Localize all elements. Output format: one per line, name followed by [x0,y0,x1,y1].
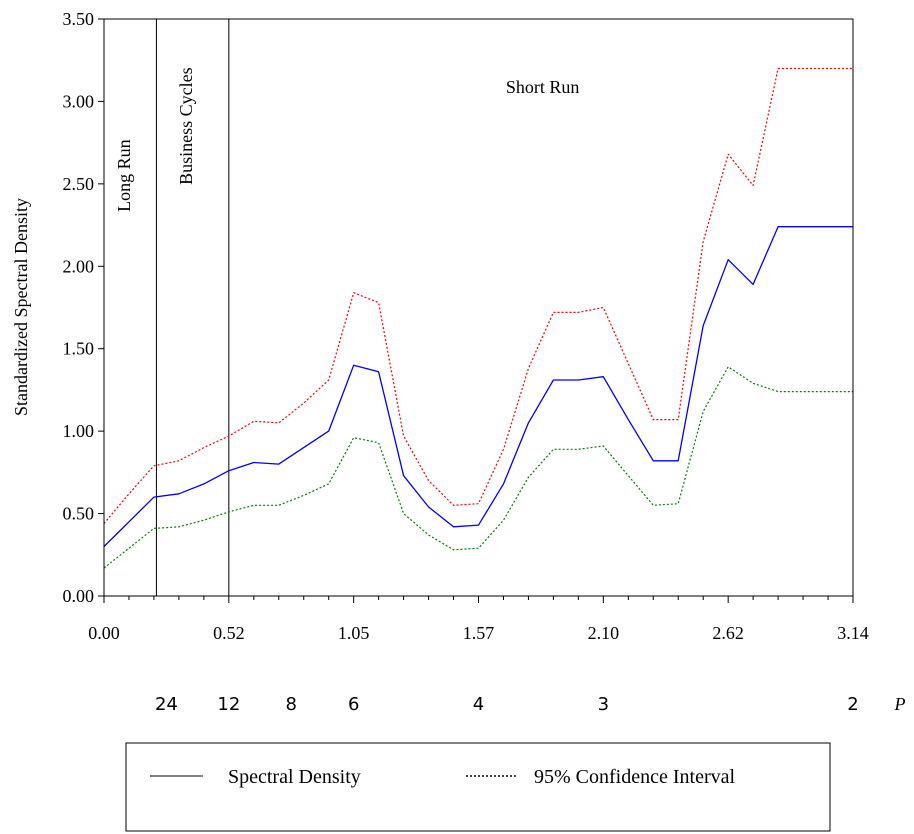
y-tick-label: 1.50 [63,339,95,359]
y-tick-label: 0.00 [63,586,95,606]
period-tick-label: 12 [217,694,240,715]
legend-box [125,742,831,832]
y-tick-label: 2.00 [63,256,95,276]
series-line-lower-confidence [103,366,853,569]
legend: Spectral Density 95% Confidence Interval [125,742,831,832]
x-tick-label: 0.52 [213,623,245,643]
period-tick-label: 3 [598,694,609,715]
x-tick-label: 1.05 [338,623,370,643]
series-line-spectral-density [103,226,853,547]
y-tick-label: 2.50 [63,174,95,194]
x-tick-label: 1.57 [463,623,495,643]
region-label-layer: Long Run Business Cycles Short Run [114,67,579,211]
axis-layer: 0.00 0.50 1.00 1.50 2.00 2.50 3.00 3.50 0.00 0.52… [63,9,906,715]
series-layer [103,67,853,569]
y-tick-label: 3.00 [63,91,95,111]
y-tick-label: 0.50 [63,504,95,524]
period-tick-label: 4 [473,694,484,715]
plot-frame [103,18,854,597]
period-tick-label: 6 [348,694,359,715]
x-tick-label: 2.10 [588,623,620,643]
y-tick-label: 1.00 [63,421,95,441]
period-tick-label: 2 [847,694,858,715]
y-tick-label: 3.50 [63,9,95,29]
region-label-short-run: Short Run [506,77,580,97]
x-tick-label: 0.00 [88,623,120,643]
y-axis-title: Standardized Spectral Density [11,198,31,416]
legend-label-spectral-density: Spectral Density [228,766,361,788]
period-tick-label: 8 [286,694,297,715]
x-tick-label: 3.14 [837,623,869,643]
series-line-upper-confidence [103,67,853,524]
vertical-divider-layer [155,19,230,596]
region-label-long-run: Long Run [114,139,134,212]
region-label-business-cycles: Business Cycles [176,67,196,185]
period-axis-label: P [894,694,906,714]
period-tick-label: 24 [155,694,178,715]
legend-label-confidence-interval: 95% Confidence Interval [534,766,735,788]
x-tick-label: 2.62 [712,623,744,643]
